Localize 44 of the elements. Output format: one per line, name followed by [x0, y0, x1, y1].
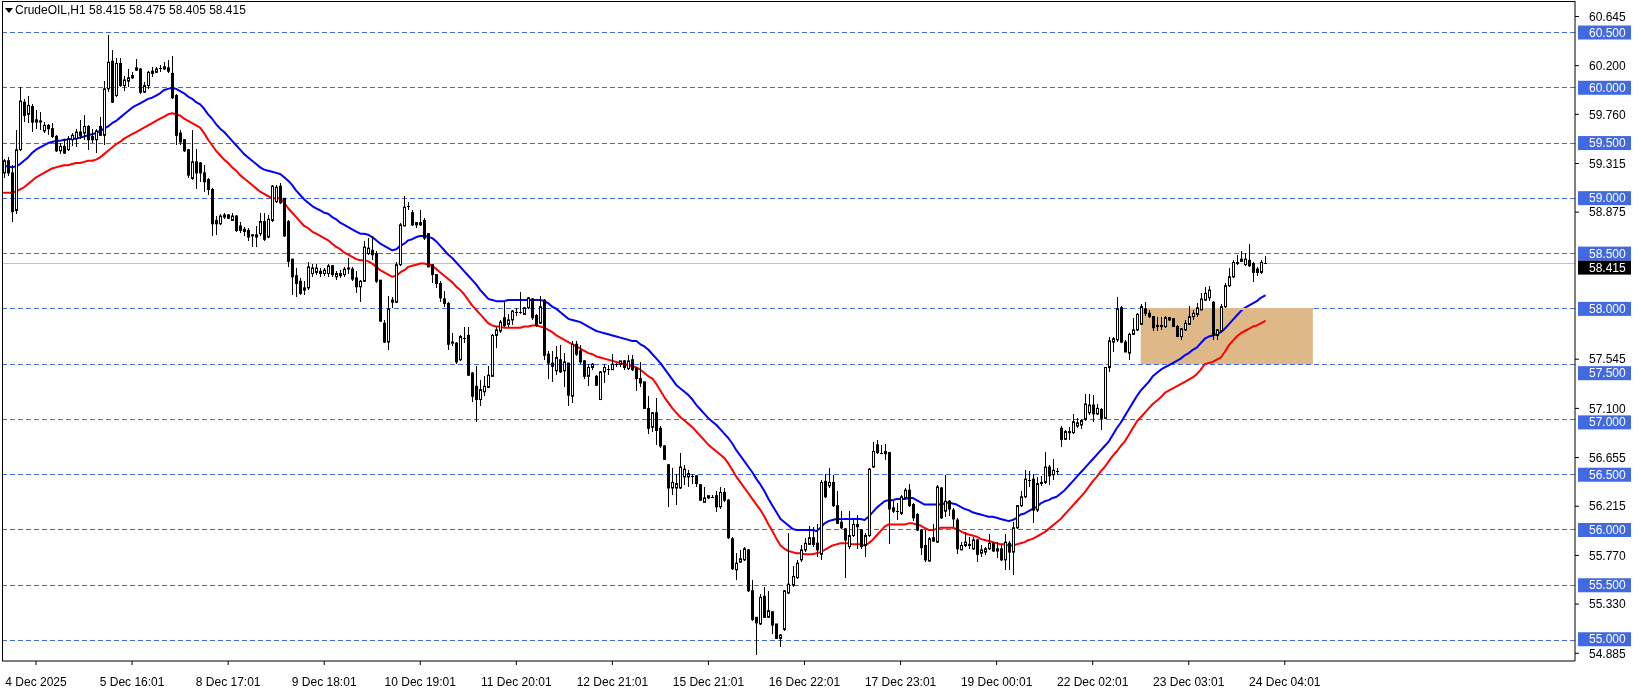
x-tick-label: 16 Dec 22:01	[768, 675, 841, 689]
x-tick-label: 24 Dec 04:01	[1249, 675, 1321, 689]
ref-line-label: 56.000	[1589, 522, 1627, 537]
ref-line-label: 60.500	[1589, 25, 1627, 40]
x-tick-label: 11 Dec 20:01	[481, 675, 552, 689]
chart-title: CrudeOIL,H1 58.415 58.475 58.405 58.415	[15, 3, 246, 17]
x-tick-label: 5 Dec 16:01	[99, 675, 165, 689]
x-tick-label: 12 Dec 21:01	[576, 675, 649, 689]
x-tick-label: 23 Dec 03:01	[1153, 675, 1225, 689]
y-tick-label: 56.215	[1589, 499, 1627, 514]
x-tick-label: 17 Dec 23:01	[864, 675, 937, 689]
y-tick-label: 57.545	[1589, 352, 1627, 367]
ref-line-label: 56.500	[1589, 467, 1627, 482]
ref-line-label: 57.000	[1589, 415, 1627, 430]
ref-line-label: 55.500	[1589, 578, 1627, 593]
ref-line-label: 59.000	[1589, 191, 1627, 206]
y-tick-label: 58.875	[1589, 205, 1627, 220]
x-tick-label: 22 Dec 02:01	[1057, 675, 1129, 689]
y-tick-label: 55.770	[1589, 548, 1627, 563]
x-tick-label: 10 Dec 19:01	[384, 675, 457, 689]
ref-line-label: 57.500	[1589, 366, 1627, 381]
candlestick	[519, 292, 522, 315]
y-tick-label: 57.100	[1589, 401, 1627, 416]
ref-line-label: 60.000	[1589, 80, 1627, 95]
y-tick-label: 56.655	[1589, 450, 1627, 465]
x-tick-label: 15 Dec 21:01	[672, 675, 745, 689]
x-tick-label: 19 Dec 00:01	[960, 675, 1033, 689]
y-tick-label: 60.645	[1589, 9, 1627, 24]
y-tick-label: 59.760	[1589, 107, 1627, 122]
ref-line-label: 59.500	[1589, 136, 1627, 151]
y-tick-label: 55.330	[1589, 597, 1627, 612]
y-tick-label: 54.885	[1589, 646, 1627, 661]
ref-line-label: 55.000	[1589, 632, 1627, 647]
ref-line-label: 58.500	[1589, 246, 1627, 261]
ref-line-label: 58.000	[1589, 301, 1627, 316]
y-tick-label: 59.315	[1589, 156, 1627, 171]
x-tick-label: 4 Dec 2025	[5, 675, 68, 689]
candlestick	[856, 514, 859, 549]
y-tick-label: 60.200	[1589, 58, 1627, 73]
x-tick-label: 8 Dec 17:01	[195, 675, 261, 689]
candlestick	[607, 365, 610, 376]
x-tick-label: 9 Dec 18:01	[291, 675, 357, 689]
candlestick	[691, 473, 694, 484]
ref-line-label: 58.415	[1589, 260, 1627, 275]
